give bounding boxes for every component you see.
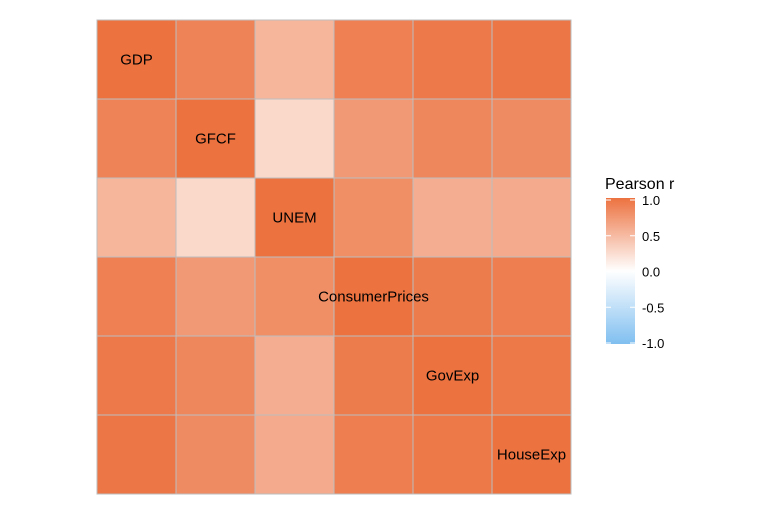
heatmap-cells	[96, 19, 572, 495]
legend-title: Pearson r	[605, 176, 675, 193]
heatmap-cell-gfcf-houseexp	[491, 98, 572, 179]
heatmap-cell-gfcf-unem	[254, 98, 335, 179]
heatmap-cell-consumerprices-govexp	[412, 256, 493, 337]
diagonal-label-unem: UNEM	[272, 210, 316, 227]
diagonal-label-consumerprices: ConsumerPrices	[318, 289, 429, 306]
legend-ticks: 1.0 0.5 0.0 -0.5 -1.0	[606, 193, 664, 351]
heatmap-cell-consumerprices-unem	[254, 256, 335, 337]
legend-tick-label: 0.0	[642, 265, 660, 280]
heatmap-cell-unem-consumerprices	[333, 177, 414, 258]
heatmap-cell-consumerprices-houseexp	[491, 256, 572, 337]
heatmap-cell-govexp-houseexp	[491, 335, 572, 416]
heatmap-cell-gfcf-gfcf	[175, 98, 256, 179]
heatmap-cell-houseexp-houseexp	[491, 414, 572, 495]
diagonal-labels: GDP GFCF UNEM ConsumerPrices GovExp HouseExp	[120, 52, 566, 464]
diagonal-label-govexp: GovExp	[426, 368, 479, 385]
legend-tick-label: 1.0	[642, 193, 660, 208]
heatmap-cell-unem-gdp	[96, 177, 177, 258]
legend-tick-label: -1.0	[642, 336, 664, 351]
diagonal-label-houseexp: HouseExp	[497, 447, 566, 464]
heatmap-cell-houseexp-gdp	[96, 414, 177, 495]
heatmap-cell-consumerprices-gfcf	[175, 256, 256, 337]
heatmap-cell-unem-govexp	[412, 177, 493, 258]
heatmap-cell-govexp-gfcf	[175, 335, 256, 416]
heatmap-cell-houseexp-consumerprices	[333, 414, 414, 495]
heatmap-cell-gdp-consumerprices	[333, 19, 414, 100]
heatmap-cell-gfcf-gdp	[96, 98, 177, 179]
diagonal-label-gfcf: GFCF	[195, 131, 236, 148]
heatmap-cell-govexp-unem	[254, 335, 335, 416]
heatmap-cell-houseexp-gfcf	[175, 414, 256, 495]
legend: Pearson r 1.0 0.5 0.0 -0.5 -1.0	[605, 176, 675, 351]
heatmap-cell-gdp-govexp	[412, 19, 493, 100]
heatmap-cell-gfcf-govexp	[412, 98, 493, 179]
legend-tick-label: -0.5	[642, 300, 664, 315]
heatmap-cell-gdp-unem	[254, 19, 335, 100]
heatmap-cell-unem-unem	[254, 177, 335, 258]
heatmap-cell-gdp-gdp	[96, 19, 177, 100]
heatmap-cell-govexp-consumerprices	[333, 335, 414, 416]
heatmap-cell-gfcf-consumerprices	[333, 98, 414, 179]
heatmap-cell-gdp-houseexp	[491, 19, 572, 100]
heatmap-cell-consumerprices-consumerprices	[333, 256, 414, 337]
heatmap-cell-unem-houseexp	[491, 177, 572, 258]
heatmap-cell-houseexp-unem	[254, 414, 335, 495]
heatmap-cell-consumerprices-gdp	[96, 256, 177, 337]
heatmap-cell-gdp-gfcf	[175, 19, 256, 100]
diagonal-label-gdp: GDP	[120, 52, 153, 69]
legend-tick-label: 0.5	[642, 229, 660, 244]
heatmap-cell-govexp-gdp	[96, 335, 177, 416]
heatmap-cell-houseexp-govexp	[412, 414, 493, 495]
heatmap-cell-unem-gfcf	[175, 177, 256, 258]
